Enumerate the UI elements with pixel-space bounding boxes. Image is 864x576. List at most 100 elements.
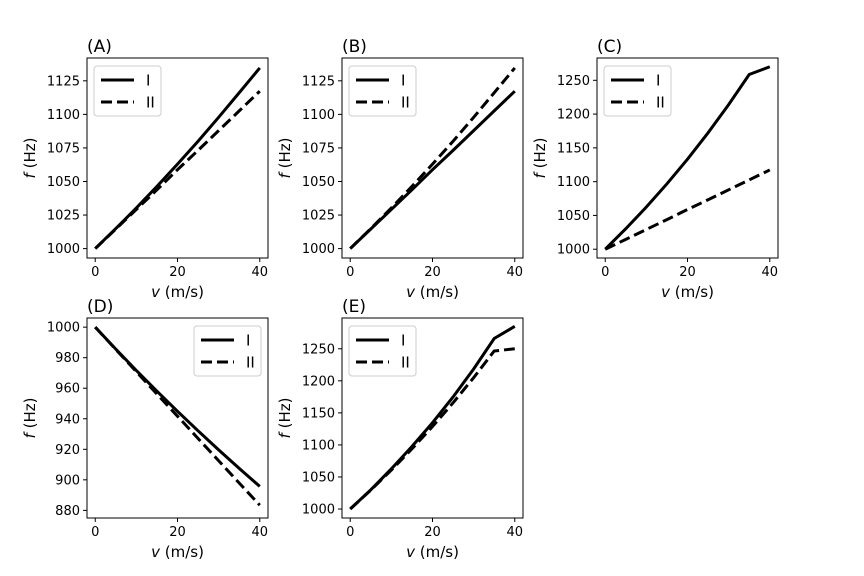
x-tick-label: 0 (91, 525, 99, 540)
x-axis-label: v (m/s) (406, 283, 459, 301)
x-tick-label: 0 (601, 265, 609, 280)
y-tick-label: 980 (55, 351, 80, 366)
y-axis-variable: f (21, 170, 39, 178)
x-axis-unit: (m/s) (415, 543, 459, 561)
series-line-II (94, 326, 261, 507)
y-tick-label: 1025 (47, 209, 80, 224)
x-tick-label: 20 (424, 265, 441, 280)
y-tick-label: 1050 (557, 209, 590, 224)
x-axis-unit: (m/s) (160, 543, 204, 561)
panel-label: (C) (597, 37, 622, 57)
y-tick-label: 1100 (302, 438, 335, 453)
x-tick-label: 20 (169, 525, 186, 540)
y-tick-label: 960 (55, 382, 80, 397)
panel-1: 0 20 40 1000 1025 1050 1075 1100 1125 v (m/s) f (H… (21, 37, 269, 301)
panel-4: 0 20 40 880 900 920 940 960 980 1000 v (m/s) f (Hz)… (21, 297, 269, 561)
x-tick-label: 0 (346, 265, 354, 280)
x-axis-label: v (m/s) (151, 543, 204, 561)
x-tick-label: 0 (346, 525, 354, 540)
x-axis-variable: v (661, 283, 671, 301)
x-tick-label: 20 (169, 265, 186, 280)
y-tick-label: 1050 (302, 470, 335, 485)
x-axis-variable: v (151, 543, 161, 561)
x-tick-label: 20 (424, 525, 441, 540)
y-axis-unit: (Hz) (531, 138, 549, 174)
y-tick-label: 1075 (47, 141, 80, 156)
y-axis-variable: f (276, 170, 294, 178)
y-tick-label: 900 (55, 473, 80, 488)
series-line-II (604, 168, 771, 251)
y-tick-label: 1100 (557, 175, 590, 190)
x-axis-unit: (m/s) (160, 283, 204, 301)
y-tick-label: 1000 (302, 242, 335, 257)
y-axis-variable: f (21, 430, 39, 438)
legend-label-II: II (401, 94, 410, 112)
x-tick-label: 20 (679, 265, 696, 280)
y-tick-label: 920 (55, 443, 80, 458)
y-tick-label: 1075 (302, 141, 335, 156)
legend-label-II: II (656, 94, 665, 112)
x-axis-variable: v (406, 283, 416, 301)
y-tick-label: 1000 (47, 242, 80, 257)
x-axis-variable: v (151, 283, 161, 301)
y-tick-label: 1125 (47, 74, 80, 89)
y-axis-label: f (Hz) (21, 138, 39, 179)
y-axis-unit: (Hz) (276, 398, 294, 434)
y-axis-label: f (Hz) (21, 398, 39, 439)
x-tick-label: 40 (506, 525, 523, 540)
y-axis-variable: f (276, 430, 294, 438)
x-axis-unit: (m/s) (415, 283, 459, 301)
x-tick-label: 0 (91, 265, 99, 280)
y-tick-label: 1050 (47, 175, 80, 190)
y-tick-label: 1025 (302, 209, 335, 224)
y-tick-label: 1150 (302, 406, 335, 421)
y-tick-label: 1000 (47, 321, 80, 336)
panel-label: (E) (342, 297, 366, 317)
y-tick-label: 1250 (557, 74, 590, 89)
y-tick-label: 1100 (47, 108, 80, 123)
y-tick-label: 1200 (557, 108, 590, 123)
legend-label-II: II (146, 94, 155, 112)
y-tick-label: 1250 (302, 342, 335, 357)
y-tick-label: 1000 (557, 243, 590, 258)
y-axis-unit: (Hz) (21, 398, 39, 434)
x-axis-label: v (m/s) (151, 283, 204, 301)
panel-5: 0 20 40 1000 1050 1100 1150 1200 1250 v (m/s) f (H… (276, 297, 524, 561)
legend-label-II: II (246, 354, 255, 372)
panel-label: (D) (87, 297, 113, 317)
panel-3: 0 20 40 1000 1050 1100 1150 1200 1250 v (m/s) f (H… (531, 37, 779, 301)
y-axis-label: f (Hz) (276, 398, 294, 439)
y-tick-label: 1100 (302, 108, 335, 123)
x-axis-label: v (m/s) (661, 283, 714, 301)
y-tick-label: 1150 (557, 141, 590, 156)
legend-label-I: I (401, 332, 405, 350)
legend-label-II: II (401, 354, 410, 372)
legend-label-I: I (656, 72, 660, 90)
legend-label-I: I (146, 72, 150, 90)
x-tick-label: 40 (761, 265, 778, 280)
x-tick-label: 40 (506, 265, 523, 280)
y-tick-label: 1050 (302, 175, 335, 190)
x-tick-label: 40 (251, 265, 268, 280)
panel-label: (B) (342, 37, 367, 57)
panel-2: 0 20 40 1000 1025 1050 1075 1100 1125 v (m/s) f (H… (276, 37, 524, 301)
y-tick-label: 1000 (302, 503, 335, 518)
series-line-II (349, 66, 516, 250)
y-tick-label: 940 (55, 412, 80, 427)
y-tick-label: 880 (55, 504, 80, 519)
y-tick-label: 1125 (302, 74, 335, 89)
x-axis-label: v (m/s) (406, 543, 459, 561)
y-tick-label: 1200 (302, 374, 335, 389)
series-line-II (94, 90, 261, 250)
legend-label-I: I (246, 332, 250, 350)
series-line-II (349, 347, 515, 511)
series-line-I (604, 65, 771, 251)
x-tick-label: 40 (251, 525, 268, 540)
legend-label-I: I (401, 72, 405, 90)
y-axis-label: f (Hz) (276, 138, 294, 179)
panel-label: (A) (87, 37, 112, 57)
y-axis-unit: (Hz) (276, 138, 294, 174)
x-axis-unit: (m/s) (670, 283, 714, 301)
x-axis-variable: v (406, 543, 416, 561)
